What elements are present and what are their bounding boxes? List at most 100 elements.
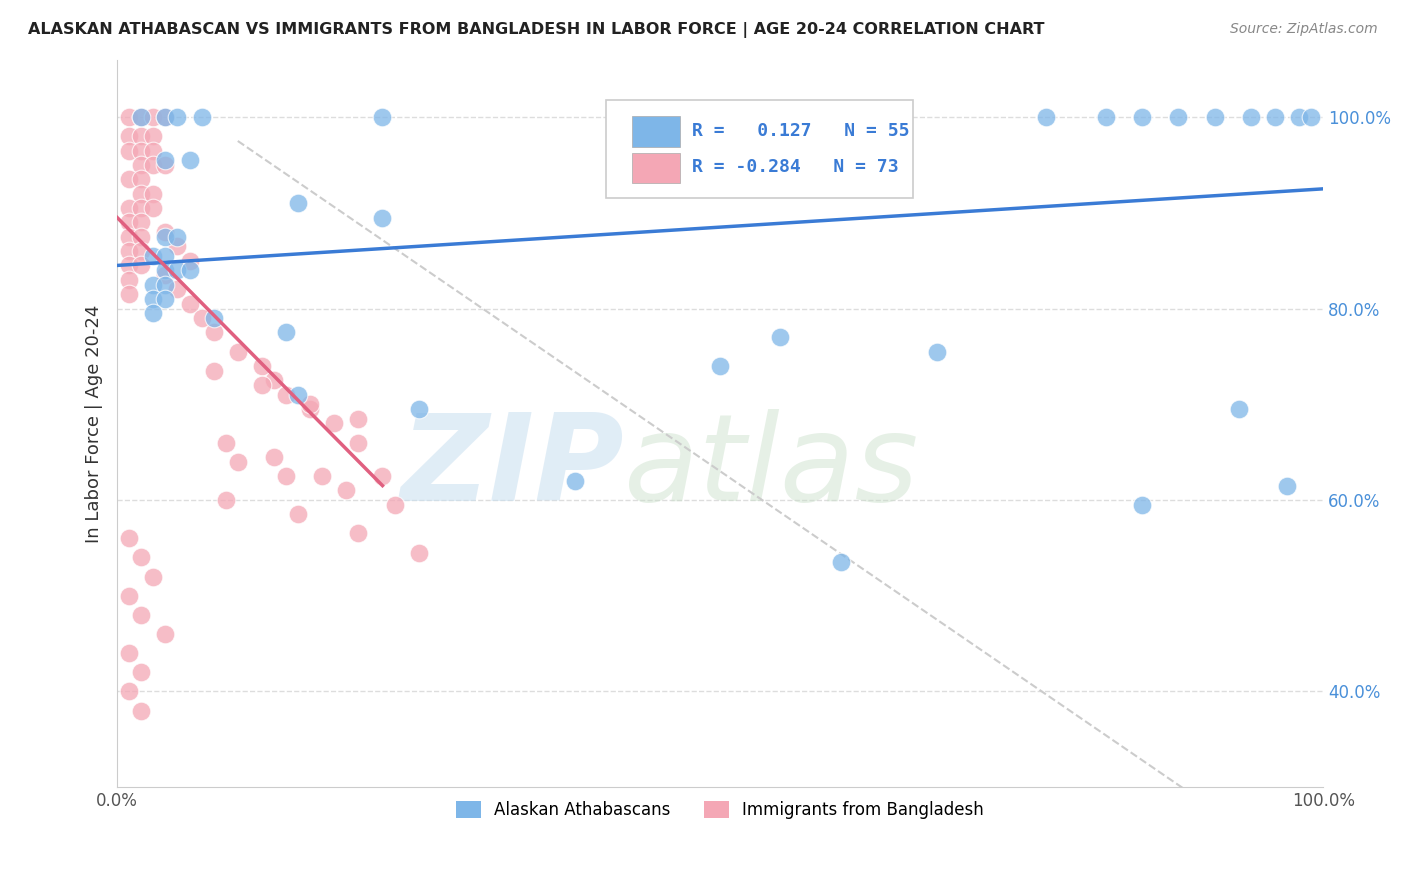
Point: [1299, 110, 1322, 124]
Point: [118, 531, 141, 545]
Point: [1167, 110, 1189, 124]
Point: [250, 378, 273, 392]
Text: ZIP: ZIP: [399, 409, 624, 525]
Point: [142, 569, 165, 583]
Point: [250, 359, 273, 373]
Text: R =   0.127   N = 55: R = 0.127 N = 55: [692, 122, 910, 140]
Point: [131, 201, 153, 215]
Point: [323, 417, 346, 431]
Point: [166, 110, 188, 124]
Text: atlas: atlas: [624, 409, 920, 525]
Point: [287, 387, 309, 401]
Point: [131, 229, 153, 244]
Point: [118, 273, 141, 287]
Point: [1240, 110, 1263, 124]
Point: [155, 277, 177, 292]
Point: [1130, 110, 1153, 124]
Point: [166, 239, 188, 253]
Point: [142, 158, 165, 172]
Point: [1204, 110, 1226, 124]
Point: [1288, 110, 1310, 124]
Point: [131, 158, 153, 172]
Point: [131, 144, 153, 158]
Point: [166, 282, 188, 296]
Point: [155, 225, 177, 239]
FancyBboxPatch shape: [606, 100, 912, 198]
Point: [226, 344, 249, 359]
Point: [131, 244, 153, 258]
Point: [371, 110, 394, 124]
Point: [131, 129, 153, 144]
Point: [131, 172, 153, 186]
Point: [131, 607, 153, 622]
Point: [384, 498, 406, 512]
Point: [142, 144, 165, 158]
Point: [142, 129, 165, 144]
Point: [263, 450, 285, 464]
Point: [131, 110, 153, 124]
Point: [347, 411, 370, 425]
Point: [118, 215, 141, 229]
Point: [131, 704, 153, 718]
Point: [299, 397, 322, 411]
Point: [287, 196, 309, 211]
Point: [274, 387, 297, 401]
Point: [299, 402, 322, 417]
Point: [347, 526, 370, 541]
Point: [118, 589, 141, 603]
Point: [155, 110, 177, 124]
Point: [1227, 402, 1250, 417]
Point: [155, 627, 177, 641]
Point: [118, 229, 141, 244]
Point: [118, 646, 141, 660]
Point: [142, 201, 165, 215]
Point: [226, 455, 249, 469]
Point: [118, 201, 141, 215]
Point: [166, 263, 188, 277]
Point: [311, 469, 333, 483]
Point: [142, 249, 165, 263]
Point: [179, 253, 201, 268]
Point: [202, 364, 225, 378]
Point: [118, 287, 141, 301]
Point: [118, 129, 141, 144]
Point: [166, 229, 188, 244]
Legend: Alaskan Athabascans, Immigrants from Bangladesh: Alaskan Athabascans, Immigrants from Ban…: [450, 795, 991, 826]
Point: [408, 546, 430, 560]
Point: [202, 311, 225, 326]
Point: [1275, 478, 1298, 492]
Point: [347, 435, 370, 450]
Point: [118, 259, 141, 273]
Point: [709, 359, 731, 373]
Point: [179, 296, 201, 310]
Point: [274, 326, 297, 340]
Point: [155, 229, 177, 244]
Point: [155, 158, 177, 172]
Text: ALASKAN ATHABASCAN VS IMMIGRANTS FROM BANGLADESH IN LABOR FORCE | AGE 20-24 CORR: ALASKAN ATHABASCAN VS IMMIGRANTS FROM BA…: [28, 22, 1045, 38]
Point: [1035, 110, 1057, 124]
Point: [371, 211, 394, 225]
Point: [927, 344, 949, 359]
Point: [155, 263, 177, 277]
Point: [131, 550, 153, 565]
Point: [118, 172, 141, 186]
FancyBboxPatch shape: [633, 116, 681, 147]
Y-axis label: In Labor Force | Age 20-24: In Labor Force | Age 20-24: [86, 304, 103, 542]
Point: [287, 508, 309, 522]
Point: [142, 306, 165, 320]
Point: [769, 330, 792, 344]
Point: [155, 153, 177, 168]
Text: R = -0.284   N = 73: R = -0.284 N = 73: [692, 158, 898, 177]
Point: [263, 373, 285, 387]
Point: [155, 110, 177, 124]
Point: [335, 483, 357, 498]
Point: [1095, 110, 1118, 124]
Point: [564, 474, 586, 488]
Point: [118, 244, 141, 258]
Point: [118, 144, 141, 158]
Point: [155, 292, 177, 306]
Point: [131, 215, 153, 229]
Point: [142, 186, 165, 201]
Point: [830, 110, 852, 124]
Point: [179, 153, 201, 168]
